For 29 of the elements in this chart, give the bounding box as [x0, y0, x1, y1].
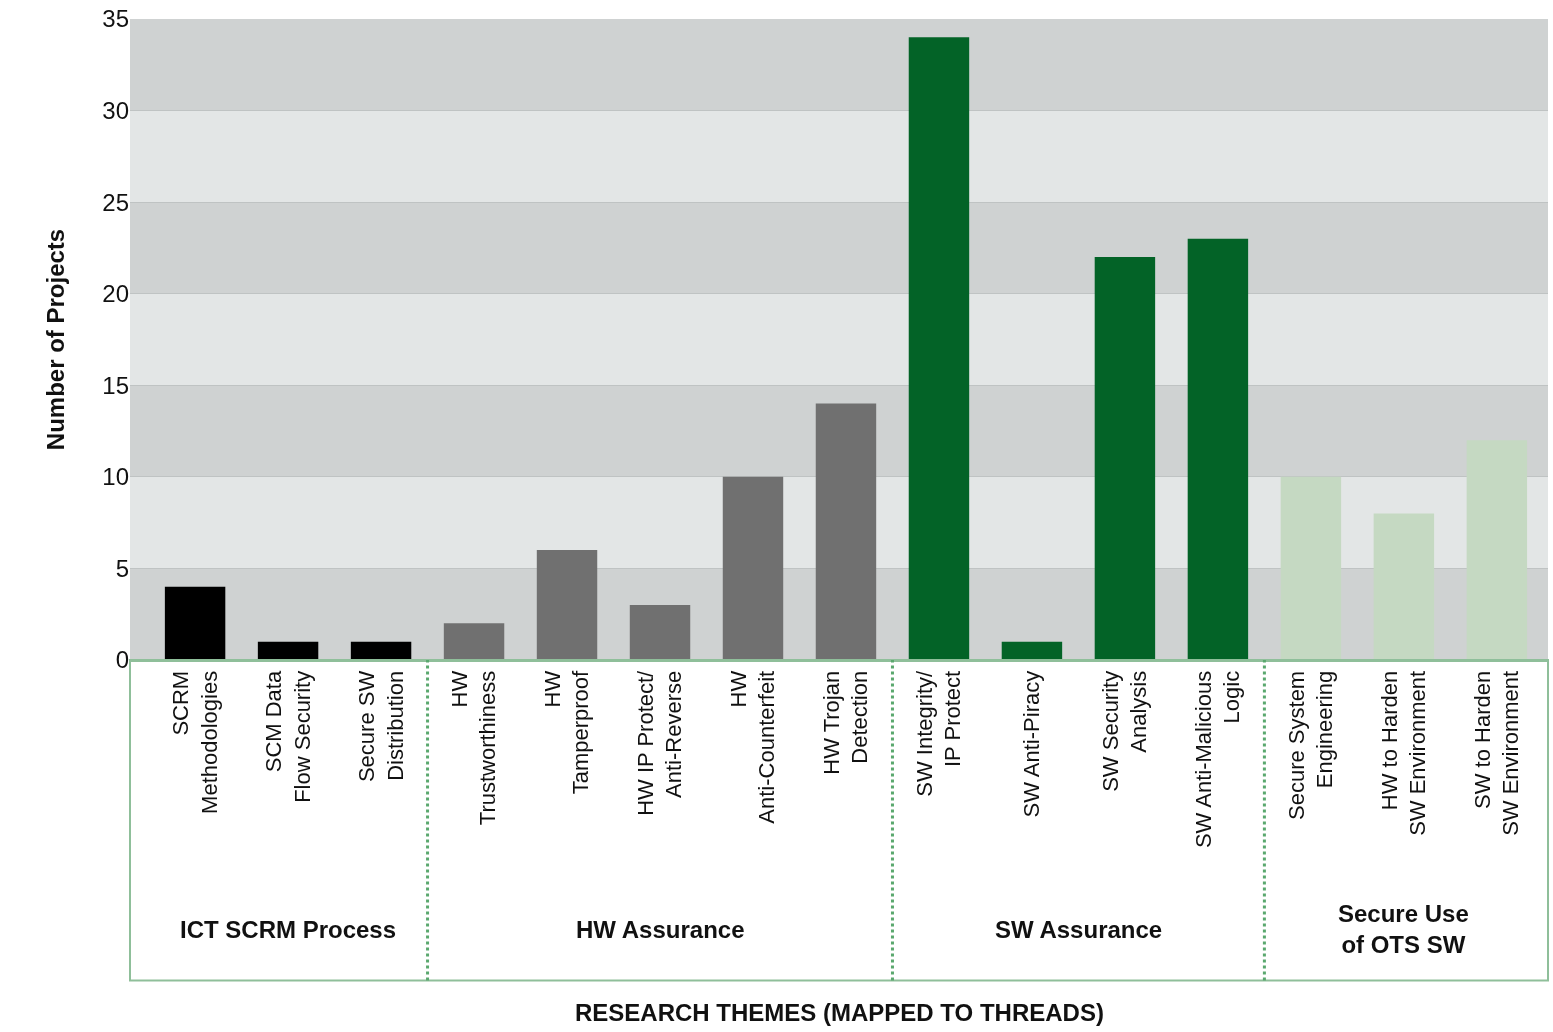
- x-tick-label: Secure SW Distribution: [353, 670, 408, 783]
- y-tick-label: 15: [102, 371, 129, 399]
- text: ICT SCRM Process: [180, 916, 397, 943]
- text: RESEARCH THEMES (MAPPED TO THREADS): [575, 999, 1104, 1026]
- x-tick-label: HW Trustworthiness: [446, 670, 501, 826]
- y-tick-label: 20: [102, 280, 129, 308]
- x-tick-label: HW to Harden SW Environment: [1376, 670, 1431, 836]
- x-tick-label: HW Tamperproof: [539, 669, 594, 795]
- x-tick-label: SCM Data Flow Security: [260, 670, 315, 803]
- x-tick-label: HW Trojan Detection: [818, 670, 873, 775]
- x-tick-label: Secure System Engineering: [1283, 670, 1338, 820]
- x-tick-label: SW Security Analysis: [1097, 670, 1152, 792]
- y-tick-label: 10: [102, 463, 129, 491]
- x-tick-label: SW to Harden SW Environment: [1469, 670, 1524, 836]
- y-tick-label: 35: [102, 5, 129, 33]
- x-tick-label: SW Anti-Malicious Logic: [1190, 670, 1245, 849]
- x-tick-label: SCRM Methodologies: [167, 670, 222, 814]
- y-tick-label: 5: [115, 554, 129, 582]
- text: HW Assurance: [576, 916, 745, 943]
- y-tick-label: 30: [102, 96, 129, 124]
- text: Secure Use of OTS SW: [1338, 900, 1469, 959]
- text: SW Assurance: [995, 916, 1163, 943]
- x-tick-label: SW Integrity/ IP Protect: [911, 669, 966, 797]
- y-axis-title: Number of Projects: [42, 228, 70, 451]
- x-tick-label: HW Anti-Counterfeit: [725, 670, 780, 824]
- x-tick-label: SW Anti-Piracy: [1019, 670, 1045, 818]
- x-tick-label: HW IP Protect/ Anti-Reverse: [632, 669, 687, 816]
- y-tick-label: 25: [102, 188, 129, 216]
- y-tick-label: 0: [115, 646, 129, 674]
